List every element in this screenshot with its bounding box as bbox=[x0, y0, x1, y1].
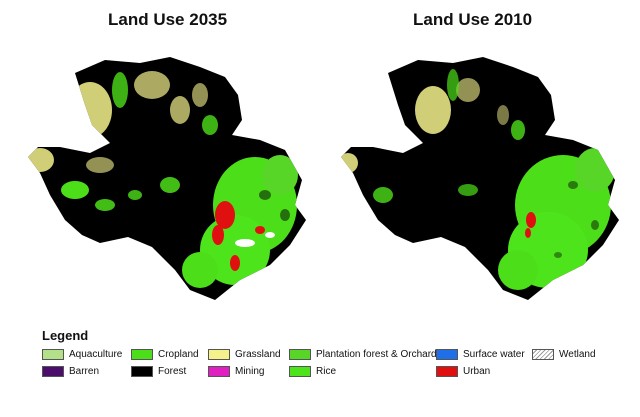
legend-item-mining: Mining bbox=[208, 364, 264, 378]
legend-swatch bbox=[42, 365, 64, 377]
legend-swatch bbox=[436, 365, 458, 377]
legend-label: Aquaculture bbox=[69, 348, 123, 360]
legend-swatch bbox=[208, 348, 230, 360]
legend-swatch bbox=[131, 365, 153, 377]
map-title-2035: Land Use 2035 bbox=[108, 10, 228, 29]
legend-label: Rice bbox=[316, 365, 337, 377]
legend-title: Legend bbox=[42, 328, 89, 343]
legend-label: Wetland bbox=[559, 348, 596, 360]
legend-item-cropland: Cropland bbox=[131, 347, 199, 361]
land-use-map-2035 bbox=[28, 57, 306, 300]
legend-swatch bbox=[131, 348, 153, 360]
legend-label: Mining bbox=[235, 365, 265, 377]
legend-item-wetland: Wetland bbox=[532, 347, 596, 361]
map-title-2010: Land Use 2010 bbox=[413, 10, 533, 29]
legend-swatch bbox=[532, 348, 554, 360]
legend-label: Barren bbox=[69, 365, 100, 377]
legend-label: Forest bbox=[158, 365, 187, 377]
legend-swatch bbox=[208, 365, 230, 377]
legend-item-aquaculture: Aquaculture bbox=[42, 347, 122, 361]
legend-label: Surface water bbox=[463, 348, 525, 360]
land-use-map-2010 bbox=[341, 57, 619, 300]
legend-item-surface-water: Surface water bbox=[436, 347, 525, 361]
legend-label: Urban bbox=[463, 365, 491, 377]
legend-label: Plantation forest & Orchard bbox=[316, 348, 437, 360]
legend-swatch bbox=[436, 348, 458, 360]
legend-label: Grassland bbox=[235, 348, 281, 360]
legend-item-rice: Rice bbox=[289, 364, 336, 378]
legend-item-urban: Urban bbox=[436, 364, 490, 378]
legend-item-plantation: Plantation forest & Orchard bbox=[289, 347, 437, 361]
legend-swatch bbox=[289, 365, 311, 377]
legend-item-grassland: Grassland bbox=[208, 347, 281, 361]
legend-swatch bbox=[289, 348, 311, 360]
legend-label: Cropland bbox=[158, 348, 199, 360]
legend-swatch bbox=[42, 348, 64, 360]
legend-item-barren: Barren bbox=[42, 364, 99, 378]
legend-item-forest: Forest bbox=[131, 364, 186, 378]
